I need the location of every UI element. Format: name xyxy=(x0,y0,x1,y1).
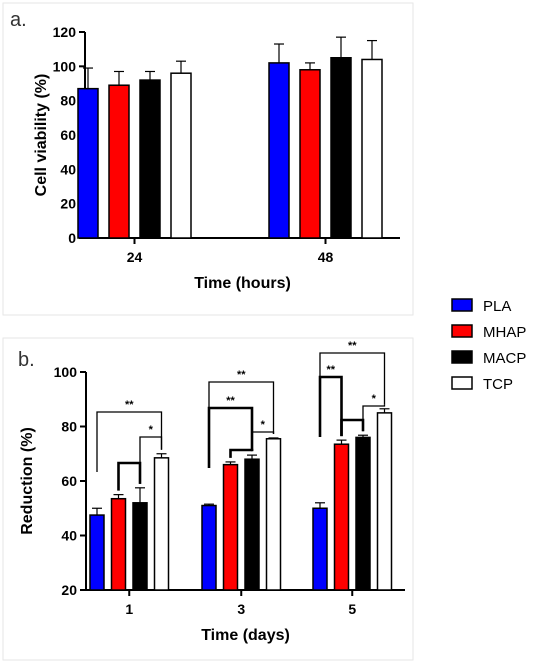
panel-a-y-axis-title: Cell viability (%) xyxy=(33,74,50,197)
panel-b-bar-macp-3 xyxy=(244,458,260,591)
panel-b-significance-bracket xyxy=(229,448,254,458)
panel-b-significance-bracket xyxy=(340,418,365,437)
panel-b-bar-pla-5 xyxy=(312,507,328,591)
panel-a-y-tick-label: 120 xyxy=(53,24,77,40)
panel-b-significance-bracket xyxy=(318,375,343,437)
panel-a-chart: 0 20 40 60 80 100 120 24 48 Time (hours) Cell viab… xyxy=(33,24,400,292)
panel-a-bar-pla-24 xyxy=(77,87,99,239)
panel-a-y-tick-label: 40 xyxy=(60,161,76,177)
panel-b-bar-mhap-3 xyxy=(222,463,239,591)
legend-label-tcp: TCP xyxy=(483,376,513,393)
legend-label-macp: MACP xyxy=(483,350,526,367)
panel-b-significance-bracket xyxy=(207,406,254,468)
panel-a-bar-macp-48 xyxy=(330,57,352,239)
panel-b-significance-label: * xyxy=(149,424,154,436)
panel-b-bar-tcp-5 xyxy=(376,412,393,591)
panel-a-bar-mhap-48 xyxy=(299,69,321,239)
legend-label-pla: PLA xyxy=(483,298,511,315)
panel-a-y-tick-label: 100 xyxy=(53,58,77,74)
panel-b-x-axis-title: Time (days) xyxy=(201,627,290,644)
panel-a-x-axis-title: Time (hours) xyxy=(194,275,291,292)
panel-b-y-tick-label: 40 xyxy=(61,528,77,544)
panel-b-x-tick-label: 5 xyxy=(348,601,356,617)
panel-b-significance-label: ** xyxy=(348,340,357,352)
panel-b-significance-bracket xyxy=(96,411,163,472)
panel-a-bar-macp-24 xyxy=(139,79,161,239)
panel-b-significance-label: ** xyxy=(326,364,335,376)
panel-b-significance-label: ** xyxy=(226,395,235,407)
panel-b-bar-tcp-3 xyxy=(265,438,282,591)
panel-a-y-tick-label: 60 xyxy=(60,127,76,143)
panel-a-label: a. xyxy=(10,9,27,31)
panel-b-bar-macp-5 xyxy=(355,436,371,591)
panel-a-bar-tcp-48 xyxy=(361,58,383,239)
panel-b-significance-bracket xyxy=(139,436,163,484)
panel-b-y-tick-label: 20 xyxy=(61,582,77,598)
panel-a-bar-tcp-24 xyxy=(170,72,192,239)
panel-a-x-tick-label: 24 xyxy=(127,249,143,265)
legend: PLA MHAP MACP TCP xyxy=(451,298,526,393)
panel-b-bar-tcp-1 xyxy=(153,457,170,591)
panel-b-bar-mhap-5 xyxy=(333,443,350,591)
panel-a-bar-pla-48 xyxy=(268,62,290,239)
panel-b-significance-label: ** xyxy=(237,369,246,381)
panel-b-significance-bracket xyxy=(117,461,142,491)
panel-b-significance-label: * xyxy=(261,419,266,431)
legend-swatch-tcp xyxy=(451,376,473,390)
panel-b-bar-pla-3 xyxy=(201,504,217,591)
panel-a-bar-mhap-24 xyxy=(108,84,130,239)
panel-b-y-tick-label: 80 xyxy=(61,419,77,435)
panel-b-significance-bracket xyxy=(362,404,386,432)
panel-b-bar-pla-1 xyxy=(89,514,105,591)
panel-b-x-tick-label: 1 xyxy=(125,601,133,617)
panel-b-bar-macp-1 xyxy=(132,502,148,591)
panel-b-significance-label: * xyxy=(372,393,377,405)
legend-swatch-pla xyxy=(451,298,473,312)
panel-a-y-tick-label: 0 xyxy=(68,230,76,246)
legend-swatch-macp xyxy=(451,350,473,364)
panel-b-bar-mhap-1 xyxy=(110,497,127,591)
panel-b-label: b. xyxy=(18,349,35,371)
legend-label-mhap: MHAP xyxy=(483,324,526,341)
panel-b-y-tick-label: 100 xyxy=(54,364,78,380)
panel-b-y-tick-label: 60 xyxy=(61,473,77,489)
panel-b-significance-label: ** xyxy=(125,399,134,411)
panel-a-x-tick-label: 48 xyxy=(318,249,334,265)
panel-b-significance-bracket xyxy=(251,431,275,452)
panel-a-y-tick-label: 80 xyxy=(60,93,76,109)
panel-b-x-tick-label: 3 xyxy=(237,601,245,617)
panel-a-y-tick-label: 20 xyxy=(60,196,76,212)
panel-b-y-axis-title: Reduction (%) xyxy=(19,427,36,535)
legend-swatch-mhap xyxy=(451,324,473,338)
